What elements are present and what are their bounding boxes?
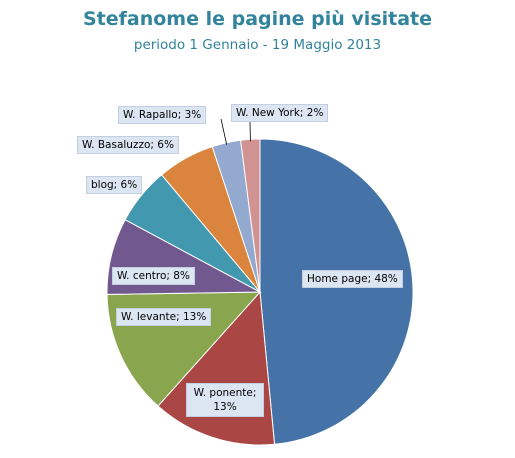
leader-line-w-rapallo [220,118,228,145]
chart-title: Stefanome le pagine più visitate [82,8,433,30]
slice-label-w-levante: W. levante; 13% [116,308,212,326]
slice-label-w-basaluzzo: W. Basaluzzo; 6% [77,136,179,154]
slice-label-w-new-york: W. New York; 2% [231,104,329,122]
slice-label-home-page: Home page; 48% [302,270,403,288]
pie-slice-home-page [259,138,414,445]
chart-subtitle: periodo 1 Gennaio - 19 Maggio 2013 [133,37,382,53]
slice-label-w-rapallo: W. Rapallo; 3% [118,106,207,124]
slice-label-w-centro: W. centro; 8% [112,267,195,285]
slice-label-blog: blog; 6% [86,176,143,194]
slice-label-w-ponente: W. ponente; 13% [186,383,264,417]
